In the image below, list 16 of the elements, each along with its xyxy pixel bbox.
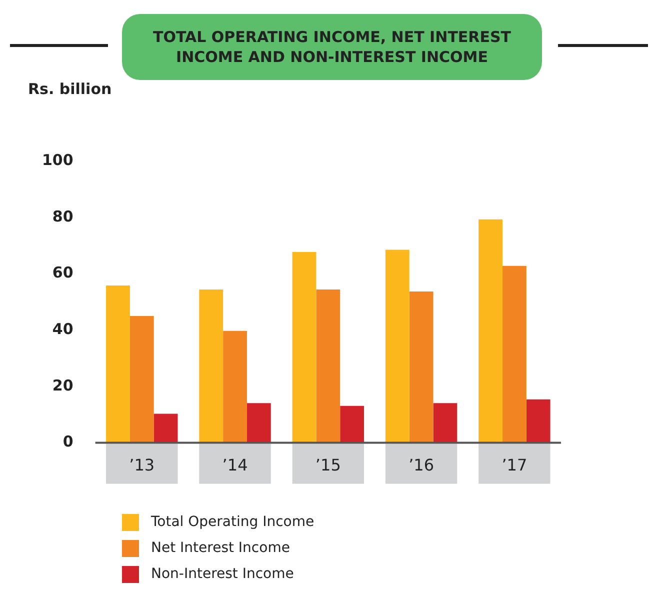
y-axis-title: Rs. billion	[28, 80, 112, 98]
legend-label: Non-Interest Income	[151, 566, 294, 582]
y-tick-label: 80	[52, 207, 74, 226]
x-tick-label: ’17	[502, 456, 528, 475]
x-tick-label: ’14	[222, 456, 248, 475]
y-tick-label: 0	[62, 432, 74, 451]
x-tick-label: ’15	[315, 456, 341, 475]
y-tick-label: 60	[52, 264, 74, 282]
chart-title: TOTAL OPERATING INCOME, NET INTEREST INCOME AND NON-INTEREST INCOME	[122, 14, 542, 80]
legend-label: Total Operating Income	[151, 514, 314, 530]
x-tick-label: ’13	[129, 456, 155, 475]
legend-label: Net Interest Income	[151, 540, 290, 556]
y-tick-label: 40	[52, 320, 74, 338]
x-tick-label: ’16	[408, 456, 434, 475]
y-tick-label: 100	[42, 150, 74, 169]
y-tick-label: 20	[52, 376, 74, 394]
